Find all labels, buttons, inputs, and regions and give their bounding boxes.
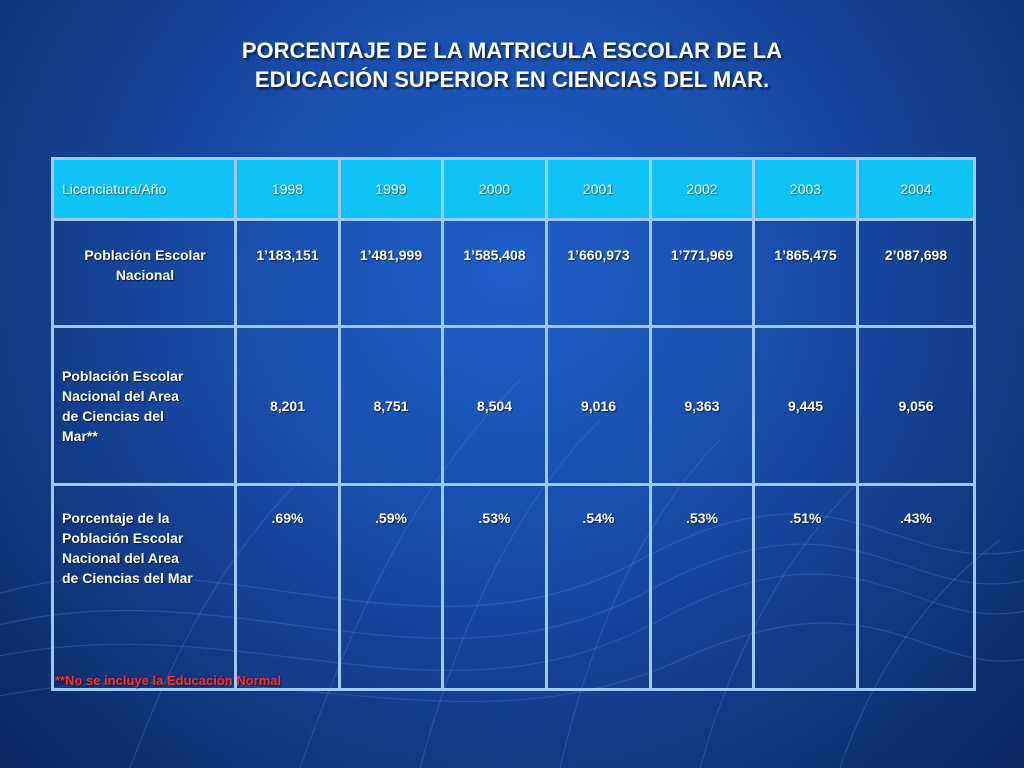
- row-label-line: Nacional del Area: [62, 387, 179, 404]
- header-cell-1999: 1999: [338, 157, 444, 221]
- table-row: Población Escolar Nacional 1’183,151 1’4…: [51, 218, 976, 328]
- row-label-line: Porcentaje de la: [62, 510, 170, 526]
- table-row: Población Escolar Nacional del Area de C…: [51, 325, 976, 486]
- header-cell-1998: 1998: [234, 157, 341, 221]
- row-label-line: Mar**: [62, 427, 98, 444]
- table-row: Porcentaje de la Población Escolar Nacio…: [51, 483, 976, 691]
- header-cell-label: Licenciatura/Año: [51, 157, 237, 221]
- title-line-2: EDUCACIÓN SUPERIOR EN CIENCIAS DEL MAR.: [254, 67, 770, 92]
- footnote: **No se incluye la Educación Normal: [55, 673, 282, 688]
- table-cell: .69%: [234, 483, 341, 691]
- table-cell: .53%: [649, 483, 755, 691]
- header-cell-2004: 2004: [856, 157, 976, 221]
- row-label-porcentaje: Porcentaje de la Población Escolar Nacio…: [51, 483, 237, 691]
- table-cell: .53%: [441, 483, 548, 691]
- table-cell: 1’660,973: [545, 218, 652, 328]
- header-cell-2000: 2000: [441, 157, 548, 221]
- table-cell: .59%: [338, 483, 444, 691]
- row-label-line: Nacional: [115, 267, 175, 283]
- row-label-line: Nacional del Area: [62, 550, 179, 566]
- table-cell: 8,751: [338, 325, 444, 486]
- table-cell: 1’183,151: [234, 218, 341, 328]
- table-cell: 1’771,969: [649, 218, 755, 328]
- table-cell: 1’481,999: [338, 218, 444, 328]
- header-cell-2002: 2002: [649, 157, 755, 221]
- enrollment-table: Licenciatura/Año 1998 1999 2000 2001 200…: [51, 157, 976, 691]
- row-label-line: Población Escolar: [62, 530, 184, 546]
- table-cell: .54%: [545, 483, 652, 691]
- table-header-row: Licenciatura/Año 1998 1999 2000 2001 200…: [51, 157, 976, 221]
- row-label-line: de Ciencias del Mar: [62, 570, 193, 586]
- row-label-line: de Ciencias del: [62, 407, 164, 424]
- table-cell: 1’585,408: [441, 218, 548, 328]
- row-label-line: Población Escolar: [62, 367, 184, 384]
- row-label-poblacion-nacional: Población Escolar Nacional: [51, 218, 237, 328]
- slide-title: PORCENTAJE DE LA MATRICULA ESCOLAR DE LA…: [0, 36, 1024, 94]
- table-cell: 9,445: [752, 325, 859, 486]
- table-cell: 2’087,698: [856, 218, 976, 328]
- row-label-line: Población Escolar: [84, 247, 206, 263]
- title-line-1: PORCENTAJE DE LA MATRICULA ESCOLAR DE LA: [241, 38, 783, 63]
- table-cell: 9,016: [545, 325, 652, 486]
- header-cell-2001: 2001: [545, 157, 652, 221]
- row-label-poblacion-ciencias-mar: Población Escolar Nacional del Area de C…: [51, 325, 237, 486]
- table-cell: 9,056: [856, 325, 976, 486]
- table-cell: 9,363: [649, 325, 755, 486]
- header-cell-2003: 2003: [752, 157, 859, 221]
- table-cell: 8,201: [234, 325, 341, 486]
- table-cell: .51%: [752, 483, 859, 691]
- table-cell: 8,504: [441, 325, 548, 486]
- table-cell: 1’865,475: [752, 218, 859, 328]
- table-cell: .43%: [856, 483, 976, 691]
